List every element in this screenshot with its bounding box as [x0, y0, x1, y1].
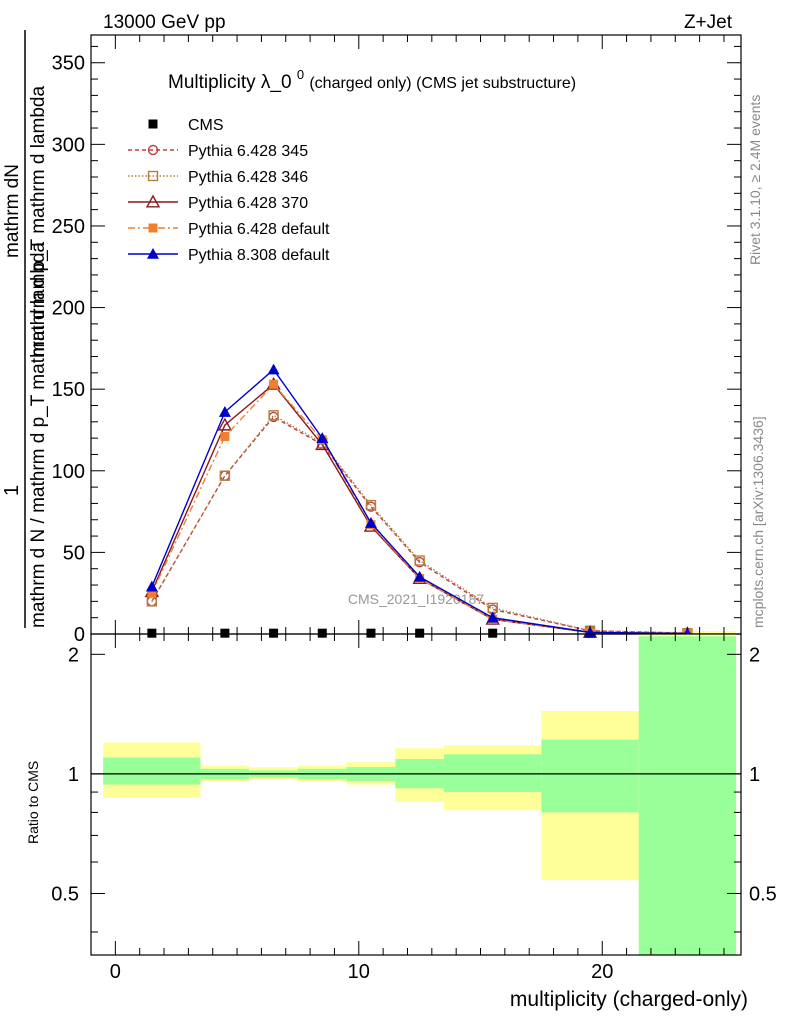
legend-label: Pythia 6.428 370	[188, 195, 308, 212]
series-line	[151, 414, 688, 634]
y-tick-label: 350	[52, 53, 85, 75]
y-tick-label: 300	[52, 134, 85, 156]
header-right: Z+Jet	[684, 12, 733, 33]
data-point	[147, 588, 157, 598]
data-point	[364, 517, 377, 528]
x-tick-label: 20	[591, 961, 613, 983]
data-point	[486, 611, 499, 623]
data-point	[366, 628, 376, 638]
chart-title-main: Multiplicity λ_0	[168, 72, 292, 93]
data-point	[219, 470, 231, 481]
legend: CMS Pythia 6.428 345 Pythia 6.428 346 Pythi…	[128, 117, 330, 264]
mcplots-label: mcplots.cern.ch [arXiv:1306.3436]	[750, 416, 766, 628]
legend-label: CMS	[188, 117, 224, 134]
ratio-ylabel: Ratio to CMS	[25, 761, 41, 844]
y-tick-label: 150	[52, 379, 85, 401]
legend-marker	[148, 119, 158, 129]
x-tick-label: 10	[348, 961, 370, 983]
data-point	[414, 555, 425, 566]
ratio-band-inner	[541, 739, 639, 813]
ratio-y-tick-label-right: 2	[749, 644, 760, 666]
data-point	[365, 499, 377, 511]
x-tick-label: 0	[110, 961, 121, 983]
legend-marker	[145, 194, 161, 208]
watermark: CMS_2021_I1920187	[348, 591, 484, 607]
legend-label: Pythia 6.428 345	[188, 143, 308, 160]
legend-label: Pythia 6.428 default	[188, 221, 330, 238]
main-ylabel: 1 mathrm dN mathrm d p_T mathrm d lambda…	[1, 30, 49, 628]
y-tick-label: 50	[63, 542, 85, 564]
data-point	[415, 628, 425, 638]
data-point	[220, 628, 230, 638]
ratio-y-tick-label: 0.5	[51, 883, 79, 905]
ratio-y-tick-label-right: 1	[749, 764, 760, 786]
rivet-label: Rivet 3.1.10, ≥ 2.4M events	[747, 95, 763, 265]
legend-label: Pythia 6.428 346	[188, 169, 308, 186]
x-axis-label: multiplicity (charged-only)	[510, 988, 748, 1011]
ratio-band-inner	[638, 636, 737, 955]
y-tick-label: 200	[52, 298, 85, 320]
data-point	[269, 379, 279, 389]
data-point	[218, 406, 231, 417]
ratio-y-tick-label: 1	[68, 764, 79, 786]
data-point	[145, 580, 158, 592]
data-point	[147, 628, 157, 638]
data-point	[488, 628, 498, 638]
y-tick-label: 100	[52, 461, 85, 483]
legend-label: Pythia 8.308 default	[188, 247, 330, 264]
y-tick-label: 250	[52, 216, 85, 238]
ylabel-line2: mathrm d p_T mathrm d lambda	[28, 86, 49, 357]
ylabel-numerator: 1	[1, 485, 23, 496]
chart-title-sup: 0	[297, 67, 304, 82]
legend-marker	[147, 144, 159, 156]
ratio-band-inner	[103, 757, 201, 785]
data-point	[316, 432, 329, 443]
ylabel-line1: mathrm dN	[2, 164, 23, 258]
data-point	[269, 628, 279, 638]
header-left: 13000 GeV pp	[103, 12, 226, 33]
chart-title: Multiplicity λ_0 0 (charged only) (CMS j…	[168, 63, 576, 93]
ratio-y-tick-label: 2	[68, 644, 79, 666]
y-tick-label: 0	[74, 624, 85, 646]
ratio-frame	[90, 633, 742, 956]
ratio-band-inner	[443, 754, 542, 793]
ratio-plot: 0 10 20 0.5 0.5 1 1 2 2	[51, 633, 777, 983]
data-point	[268, 410, 279, 421]
legend-marker	[147, 170, 159, 182]
ylabel-denominator: mathrm d N / mathrm d p_T mathrm d lambd…	[28, 241, 49, 628]
chart-title-sub: (charged only) (CMS jet substructure)	[309, 75, 576, 92]
data-point	[413, 570, 426, 582]
ratio-y-tick-label-right: 0.5	[749, 883, 777, 905]
data-point	[317, 628, 327, 638]
data-point	[217, 417, 233, 431]
data-point	[267, 363, 280, 375]
data-point	[220, 432, 230, 442]
legend-marker	[148, 223, 158, 233]
legend-marker	[147, 248, 159, 259]
data-point	[219, 470, 231, 481]
